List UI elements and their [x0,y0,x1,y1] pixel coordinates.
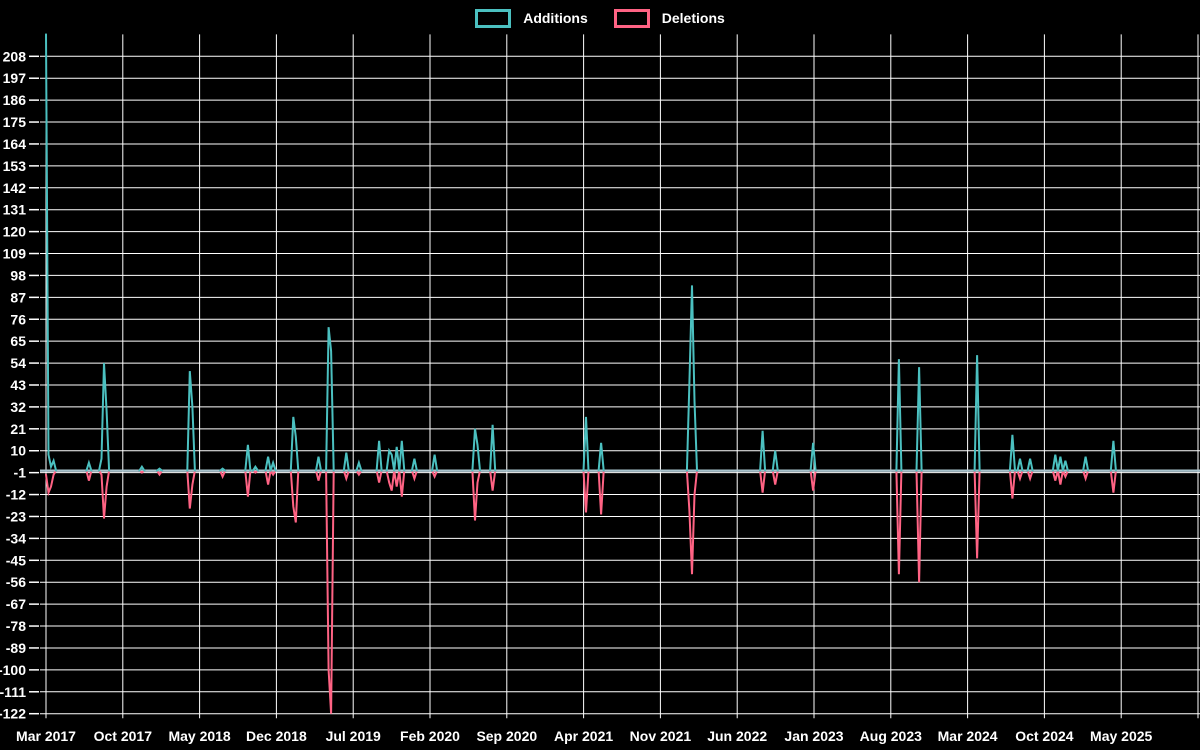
x-tick-label: Mar 2017 [16,728,76,744]
y-tick-label: 186 [3,92,27,108]
y-tick-label: 120 [3,224,27,240]
legend-label-deletions: Deletions [661,10,725,26]
y-tick-label: 87 [10,289,26,305]
legend-label-additions: Additions [523,10,588,26]
y-tick-label: -56 [6,574,26,590]
legend-item-deletions[interactable]: Deletions [613,8,725,28]
y-tick-label: 164 [3,136,27,152]
additions-swatch-icon [475,8,512,28]
y-tick-label: 32 [10,399,26,415]
x-tick-label: Aug 2023 [860,728,922,744]
x-tick-label: Jun 2022 [707,728,767,744]
chart-legend: Additions Deletions [0,6,1200,30]
legend-item-additions[interactable]: Additions [475,8,588,28]
x-tick-label: Feb 2020 [400,728,460,744]
y-tick-label: 43 [10,377,26,393]
x-tick-label: Mar 2024 [938,728,998,744]
y-tick-label: 109 [3,246,27,262]
y-tick-label: 131 [3,202,27,218]
y-tick-label: 76 [10,311,26,327]
y-tick-label: -89 [6,640,26,656]
y-tick-label: -78 [6,618,26,634]
x-tick-label: Jul 2019 [326,728,381,744]
y-tick-label: 98 [10,267,26,283]
x-tick-label: Nov 2021 [630,728,692,744]
x-tick-label: Oct 2024 [1015,728,1074,744]
y-tick-label: 175 [3,114,27,130]
y-tick-label: 197 [3,70,27,86]
y-tick-label: 208 [3,48,27,64]
y-tick-label: -45 [6,552,26,568]
y-tick-label: -1 [14,465,27,481]
x-tick-label: May 2018 [168,728,230,744]
y-tick-label: -23 [6,508,26,524]
y-tick-label: -34 [6,530,26,546]
x-tick-label: Jan 2023 [784,728,843,744]
y-tick-label: 65 [10,333,26,349]
y-tick-label: -111 [0,684,26,700]
y-tick-label: -67 [6,596,26,612]
y-tick-label: 10 [10,443,26,459]
x-tick-label: Apr 2021 [554,728,613,744]
deletions-line [45,469,1117,714]
y-tick-label: 142 [3,180,27,196]
y-tick-label: 21 [10,421,26,437]
additions-line [45,33,1117,472]
x-tick-label: Dec 2018 [246,728,307,744]
y-tick-label: -100 [0,662,26,678]
x-tick-label: Sep 2020 [476,728,537,744]
y-tick-label: -12 [6,487,26,503]
x-tick-label: Oct 2017 [94,728,153,744]
x-tick-label: May 2025 [1090,728,1152,744]
y-tick-label: -122 [0,706,26,722]
deletions-swatch-icon [613,8,650,28]
y-tick-label: 54 [10,355,26,371]
y-tick-label: 153 [3,158,27,174]
